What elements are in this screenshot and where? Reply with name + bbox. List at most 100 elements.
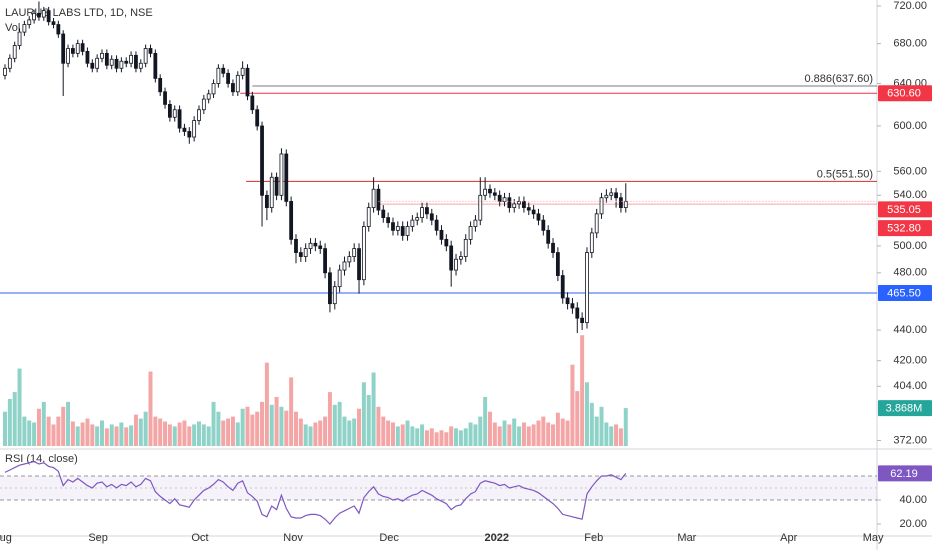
candle-body [531, 209, 536, 215]
volume-bar [260, 401, 265, 446]
volume-bar [182, 420, 187, 446]
volume-bar [51, 424, 56, 446]
volume-bar [95, 426, 100, 446]
volume-bar [70, 421, 75, 446]
candle-body [138, 62, 143, 69]
candle-body [425, 207, 429, 215]
candle-body [95, 57, 100, 69]
candle-body [405, 226, 410, 236]
candle-body [303, 248, 308, 257]
volume-bar [133, 414, 138, 446]
candle-body [599, 197, 604, 215]
volume-bar [36, 408, 41, 446]
candle-body [12, 45, 17, 59]
candle-body [85, 51, 90, 64]
x-tick-label: Mar [677, 532, 696, 544]
candle-body [216, 67, 221, 84]
volume-bar [400, 424, 405, 446]
candle-body [17, 31, 22, 46]
candle-body [400, 226, 405, 236]
candle-body [192, 120, 197, 138]
last-price-tag: 535.05 [887, 204, 921, 216]
volume-bar [119, 422, 124, 446]
candle-body [526, 207, 531, 211]
volume-bar [517, 426, 522, 446]
candle-body [167, 103, 172, 118]
candle-body [429, 213, 434, 221]
volume-bar [512, 418, 517, 446]
candle-body [80, 43, 85, 52]
volume-bar [216, 411, 221, 446]
price-tag-bg [878, 85, 932, 102]
volume-bar [226, 418, 231, 446]
candle-body [337, 269, 342, 288]
volume-bar [342, 416, 347, 446]
candle-body [46, 10, 51, 23]
volume-bar [444, 432, 449, 446]
candle-body [468, 226, 473, 240]
rsi-tick-label: 40.00 [899, 494, 927, 506]
candle-body [66, 48, 70, 64]
candle-body [41, 10, 46, 18]
candle-body [3, 67, 7, 76]
volume-bar [177, 422, 182, 446]
last-price-tag-bg [878, 201, 932, 218]
volume-bar [148, 371, 153, 446]
volume-bar [473, 424, 478, 446]
x-tick-label: Feb [584, 532, 603, 544]
volume-bar [395, 426, 400, 446]
volume-bar [114, 426, 119, 446]
volume-bar [12, 392, 17, 446]
volume-bar [526, 426, 531, 446]
candle-body [376, 188, 381, 211]
candle-body [90, 62, 95, 69]
candle-body [323, 248, 327, 274]
candle-body [163, 91, 167, 105]
volume-bar [284, 410, 289, 446]
candle-body [570, 303, 575, 309]
volume-bar [487, 411, 492, 446]
volume-bar [565, 420, 570, 446]
volume-bar [313, 422, 318, 446]
candle-body [211, 83, 216, 95]
x-tick-label: Sep [88, 532, 108, 544]
candle-body [129, 54, 133, 64]
volume-bar [124, 427, 129, 446]
volume-bar [546, 422, 551, 446]
y-tick-label: 500.00 [893, 240, 927, 252]
candle-body [585, 252, 589, 324]
volume-bar [323, 416, 328, 446]
volume-bar [167, 424, 172, 446]
candle-body [104, 52, 109, 66]
volume-bar [589, 402, 594, 446]
candle-body [395, 226, 400, 231]
volume-bar [410, 426, 415, 446]
volume-bar [99, 420, 104, 446]
volume-bar [41, 401, 46, 446]
candle-body [172, 109, 177, 118]
y-tick-label: 560.00 [893, 165, 927, 177]
candle-body [114, 58, 119, 69]
volume-bar [468, 422, 473, 446]
x-tick-label: Apr [780, 532, 797, 544]
volume-bar [192, 424, 197, 446]
candle-body [458, 256, 463, 260]
price-tag: 465.50 [887, 287, 921, 299]
candle-body [488, 188, 492, 194]
candle-body [391, 222, 395, 231]
volume-bar [279, 406, 284, 446]
volume-bar [332, 404, 337, 446]
volume-bar [163, 421, 168, 446]
volume-bar [337, 401, 342, 446]
candle-body [298, 252, 303, 257]
candle-body [594, 213, 599, 234]
candle-body [589, 232, 594, 253]
y-tick-label: 480.00 [893, 267, 927, 279]
volume-bar [623, 408, 628, 446]
volume-bar [90, 424, 95, 446]
volume-bar [531, 424, 536, 446]
fib-label: 0.5(551.50) [817, 168, 873, 180]
candle-body [449, 245, 454, 271]
volume-bar [129, 425, 134, 446]
